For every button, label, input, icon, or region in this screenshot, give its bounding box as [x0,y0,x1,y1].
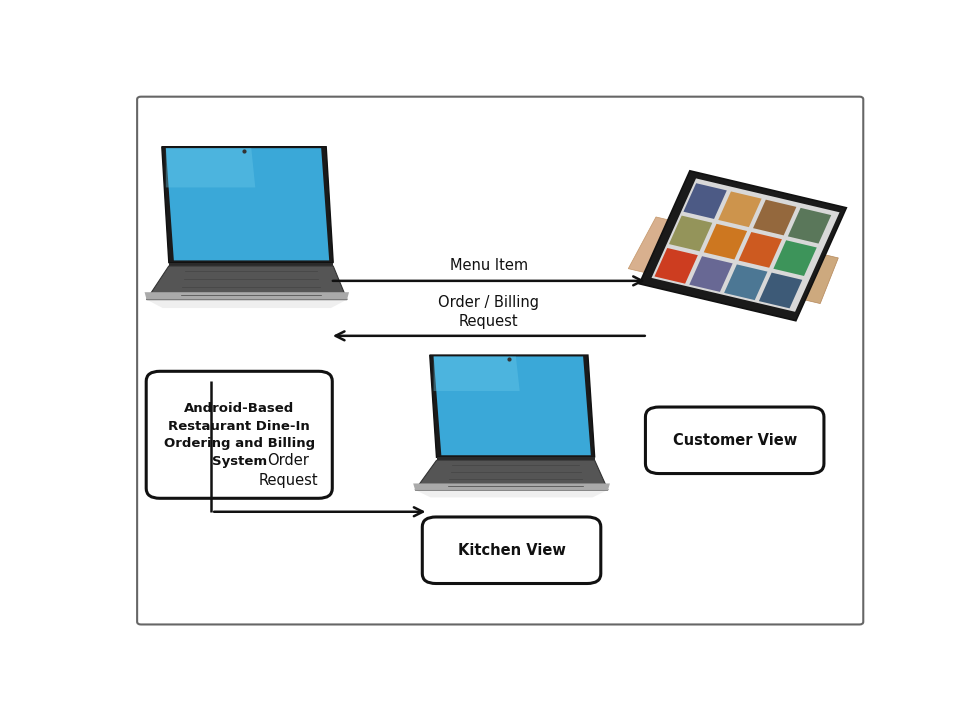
FancyBboxPatch shape [645,407,824,473]
Polygon shape [655,248,698,283]
Polygon shape [689,256,733,292]
Text: Menu Item: Menu Item [450,258,528,273]
Polygon shape [739,232,782,268]
Polygon shape [146,300,347,308]
Polygon shape [629,217,674,273]
Polygon shape [788,208,832,243]
Polygon shape [801,253,838,303]
Polygon shape [415,490,608,498]
Polygon shape [169,263,333,266]
Polygon shape [166,149,329,261]
Text: Order
Request: Order Request [259,453,318,488]
Polygon shape [413,483,610,490]
Polygon shape [773,240,817,276]
Text: Customer View: Customer View [672,433,796,448]
Polygon shape [652,178,839,312]
Polygon shape [144,292,349,300]
Polygon shape [162,146,333,263]
FancyBboxPatch shape [423,517,601,583]
Polygon shape [433,356,519,391]
Text: Android-Based
Restaurant Dine-In
Ordering and Billing
System: Android-Based Restaurant Dine-In Orderin… [164,402,315,468]
Polygon shape [718,191,761,227]
Polygon shape [429,355,594,458]
FancyBboxPatch shape [137,96,863,625]
Polygon shape [146,266,347,300]
Polygon shape [704,223,748,259]
Polygon shape [166,149,256,188]
Polygon shape [436,458,594,461]
Polygon shape [415,461,608,490]
Text: Order / Billing
Request: Order / Billing Request [438,295,540,328]
FancyBboxPatch shape [146,371,332,498]
Text: Kitchen View: Kitchen View [458,543,565,558]
Polygon shape [683,183,727,219]
Polygon shape [724,264,767,300]
Polygon shape [759,273,802,308]
Polygon shape [669,216,712,251]
Polygon shape [433,356,590,456]
Polygon shape [753,200,796,236]
Polygon shape [639,171,846,321]
